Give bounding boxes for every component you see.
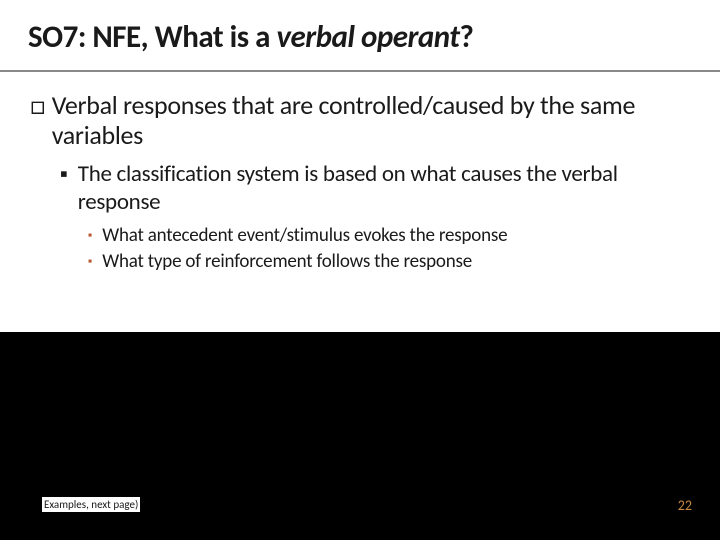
content-region: □ Verbal responses that are controlled/c… [0,72,720,332]
footer-note: Examples, next page) [42,497,140,512]
title-prefix: SO7: NFE, What is a [28,18,276,56]
bullet-level2: ▪ The classification system is based on … [60,160,690,216]
bullet-l3b-text: What type of reinforcement follows the r… [102,250,472,274]
bullet-l2-text: The classification system is based on wh… [78,160,690,216]
slide-title: SO7: NFE, What is a verbal operant? [28,18,692,56]
title-region: SO7: NFE, What is a verbal operant? [0,0,720,72]
title-suffix: ? [460,18,474,56]
filled-square-bullet-icon: ▪ [60,160,68,188]
bullet-level1: □ Verbal responses that are controlled/c… [30,90,690,150]
bullet-l3a-text: What antecedent event/stimulus evokes th… [102,224,507,248]
small-square-bullet-icon: ▪ [88,250,92,274]
small-square-bullet-icon: ▪ [88,224,92,248]
bullet-level3: ▪ What type of reinforcement follows the… [88,250,690,274]
bullet-l1-text: Verbal responses that are controlled/cau… [52,90,690,150]
square-bullet-icon: □ [30,90,46,120]
title-italic: verbal operant [276,18,459,56]
bullet-level3: ▪ What antecedent event/stimulus evokes … [88,224,690,248]
page-number: 22 [678,497,692,514]
